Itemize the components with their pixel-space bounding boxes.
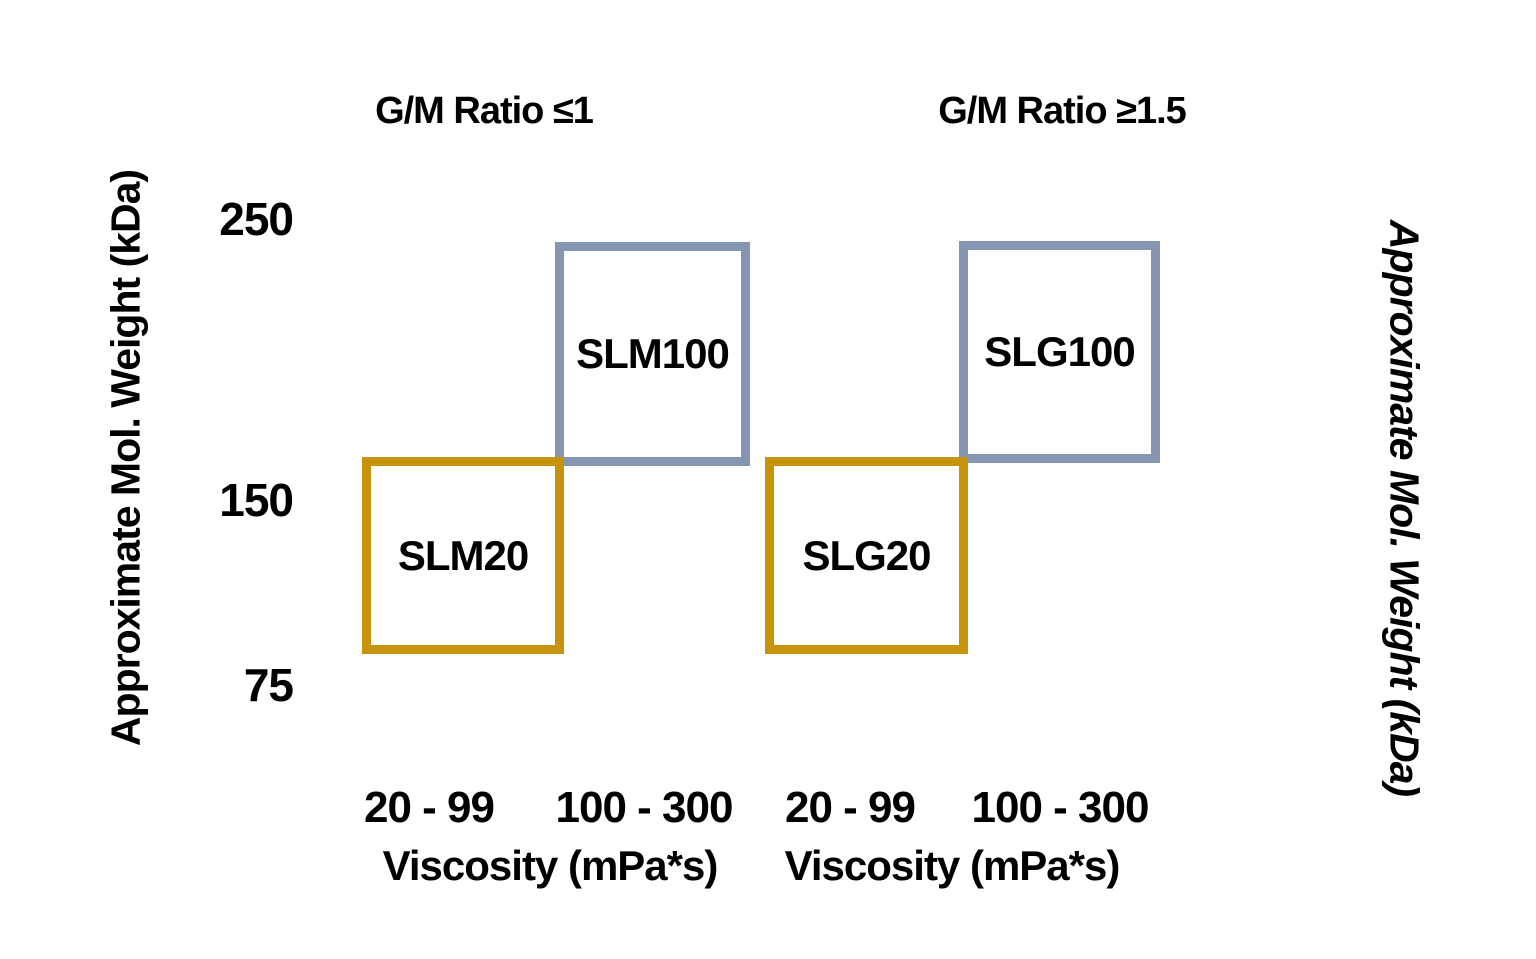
group-title-gm-ratio-le-1: G/M Ratio ≤1 [375,90,594,132]
product-box-label-slm100: SLM100 [576,330,730,377]
product-box-slg20: SLG20 [765,457,968,654]
x-axis-title-left-viscosity: Viscosity (mPa*s) [382,842,719,889]
x-tick-right-group-100-300: 100 - 300 [971,783,1150,832]
x-tick-right-group-20-99: 20 - 99 [785,783,916,832]
y-tick-250: 250 [219,193,294,245]
group-title-gm-ratio-ge-1-5: G/M Ratio ≥1.5 [938,90,1187,132]
product-box-label-slm20: SLM20 [397,531,529,579]
y-tick-150: 150 [219,474,294,526]
x-tick-left-group-100-300: 100 - 300 [555,783,734,832]
right-y-axis-label: Approximate Mol. Weight (kDa) [1381,219,1428,797]
product-box-label-slg20: SLG20 [802,531,931,579]
y-tick-75: 75 [243,659,294,711]
product-box-label-slg100: SLG100 [984,328,1135,375]
product-box-slm20: SLM20 [362,457,564,654]
product-box-slm100: SLM100 [555,242,750,466]
x-tick-left-group-20-99: 20 - 99 [364,783,495,832]
x-axis-title-right-viscosity: Viscosity (mPa*s) [784,842,1121,889]
product-box-slg100: SLG100 [959,241,1160,463]
